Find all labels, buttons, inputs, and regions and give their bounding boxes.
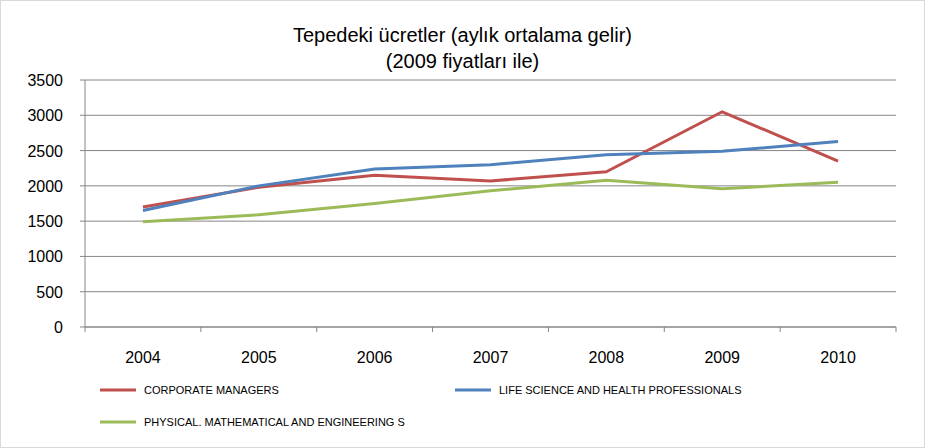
y-tick (80, 291, 85, 292)
y-tick (80, 256, 85, 257)
y-tick-label: 500 (36, 284, 63, 301)
x-axis (85, 327, 896, 328)
legend-swatch (100, 389, 136, 392)
x-tick-label: 2004 (125, 349, 161, 366)
legend-label: CORPORATE MANAGERS (144, 384, 279, 396)
x-tick-label: 2010 (820, 349, 856, 366)
y-tick-label: 3500 (27, 72, 63, 89)
series-line (143, 112, 838, 207)
y-tick-label: 1000 (27, 248, 63, 265)
x-tick-separator (432, 327, 433, 332)
grid-line (85, 327, 896, 328)
grid-line (85, 80, 896, 81)
y-tick-label: 0 (54, 319, 63, 336)
x-tick-separator (896, 327, 897, 332)
y-tick (80, 80, 85, 81)
chart: Tepedeki ücretler (aylık ortalama gelir)… (0, 0, 925, 448)
x-tick-label: 2007 (473, 349, 509, 366)
x-tick-separator (664, 327, 665, 332)
legend-swatch (455, 389, 491, 392)
series-line (143, 141, 838, 210)
y-tick-label: 2000 (27, 178, 63, 195)
y-tick (80, 150, 85, 151)
x-tick-label: 2009 (704, 349, 740, 366)
title: Tepedeki ücretler (aylık ortalama gelir) (293, 24, 632, 46)
grid-line (85, 150, 896, 151)
y-tick-label: 2500 (27, 143, 63, 160)
y-tick-label: 1500 (27, 213, 63, 230)
x-tick-label: 2008 (589, 349, 625, 366)
y-tick-label: 3000 (27, 107, 63, 124)
y-axis (85, 80, 86, 327)
legend-label: LIFE SCIENCE AND HEALTH PROFESSIONALS (499, 384, 741, 396)
chart-frame (1, 1, 925, 448)
x-tick-separator (200, 327, 201, 332)
y-tick (80, 115, 85, 116)
legend-label: PHYSICAL. MATHEMATICAL AND ENGINEERING S (144, 416, 405, 428)
series-line (143, 180, 838, 222)
x-tick-separator (548, 327, 549, 332)
x-tick-label: 2006 (357, 349, 393, 366)
grid-line (85, 256, 896, 257)
grid-line (85, 221, 896, 222)
x-tick-separator (85, 327, 86, 332)
x-tick-separator (780, 327, 781, 332)
plot-area (143, 112, 838, 222)
y-tick (80, 221, 85, 222)
grid-line (85, 115, 896, 116)
subtitle: (2009 fiyatları ile) (386, 50, 539, 72)
legend-swatch (100, 421, 136, 424)
grid-line (85, 291, 896, 292)
x-tick-label: 2005 (241, 349, 277, 366)
y-tick (80, 327, 85, 328)
x-tick-separator (316, 327, 317, 332)
y-tick (80, 185, 85, 186)
